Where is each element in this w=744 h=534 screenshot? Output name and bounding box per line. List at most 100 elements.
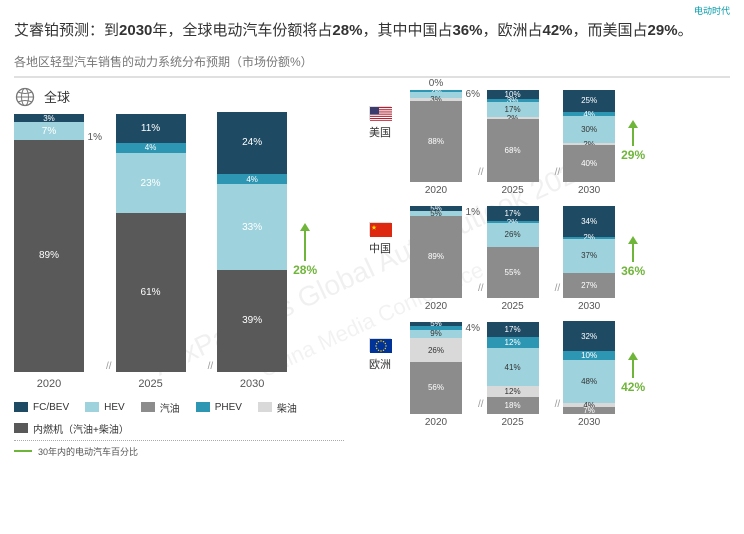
- legend-swatch: [258, 402, 272, 412]
- legend-label: 柴油: [277, 400, 297, 415]
- legend-label: PHEV: [215, 402, 242, 413]
- growth-arrow: 29%: [621, 120, 645, 162]
- bar-column: 27%37%2%34% 2030: [563, 206, 615, 312]
- legend-item: PHEV: [196, 400, 242, 415]
- headline-prefix: 艾睿铂预测：到: [14, 22, 119, 39]
- bar-column: 88%3%2%6%0% 2020: [410, 90, 462, 196]
- arrow-stem: [632, 128, 634, 146]
- segment-gasoline: 88%: [410, 101, 462, 182]
- growth-value: 42%: [621, 380, 645, 394]
- bar-column: 39%33%4%24%2030: [217, 112, 287, 390]
- stacked-bar: 40%2%30%4%25%: [563, 90, 615, 182]
- segment-hev: 23%: [116, 153, 186, 213]
- headline-us-pct: 29%: [648, 22, 678, 39]
- callout-label: 1%: [88, 132, 102, 143]
- year-label: 2025: [501, 301, 523, 312]
- region-header: 欧洲: [350, 318, 410, 428]
- segment-ice_combined: 89%: [14, 140, 84, 371]
- segment-gasoline: 7%: [563, 407, 615, 413]
- segment-gasoline: 18%: [487, 397, 539, 414]
- headline-after-global: ，其中中国占: [362, 22, 452, 39]
- bar-column: 40%2%30%4%25% 2030: [563, 90, 615, 196]
- year-label: 2030: [240, 378, 264, 390]
- growth-value: 29%: [621, 148, 645, 162]
- legend-footnote-text: 30年内的电动汽车百分比: [38, 445, 138, 458]
- segment-hev: 33%: [217, 184, 287, 270]
- arrow-up-icon: [628, 120, 638, 128]
- segment-fc_bev: 24%: [217, 112, 287, 174]
- segment-gasoline: 68%: [487, 119, 539, 182]
- callout-label: 6%: [466, 89, 480, 100]
- segment-fc_bev: 17%: [487, 322, 539, 338]
- stacked-bar: 89%7%3%1%: [14, 112, 84, 372]
- us-flag-icon: [369, 106, 391, 120]
- bar-column: 7%4%48%10%32%2030: [563, 322, 615, 428]
- axis-break-icon: //: [478, 399, 484, 428]
- segment-hev: 48%: [563, 360, 615, 404]
- global-header: 全球: [14, 86, 344, 108]
- global-label: 全球: [44, 87, 70, 106]
- bar-column: 56%26%9%5%4%2020: [410, 322, 462, 428]
- headline-europe-pct: 42%: [543, 22, 573, 39]
- legend-swatch: [196, 402, 210, 412]
- growth-value: 36%: [621, 264, 645, 278]
- region-chart: 88%3%2%6%0%2020//68%2%17%3%10%2025//40%2…: [410, 86, 730, 196]
- arrow-up-icon: [628, 352, 638, 360]
- global-chart: 89%7%3%1%2020//61%23%4%11%2025//39%33%4%…: [14, 110, 344, 390]
- callout-label: 1%: [466, 207, 480, 218]
- year-label: 2030: [578, 301, 600, 312]
- year-label: 2025: [501, 185, 523, 196]
- stacked-bar: 68%2%17%3%10%: [487, 90, 539, 182]
- arrow-stem: [632, 360, 634, 378]
- region-label: 美国: [369, 124, 391, 140]
- headline-suffix: 。: [678, 22, 693, 39]
- bar-column: 89%7%3%1% 2020: [14, 112, 84, 390]
- legend-swatch: [85, 402, 99, 412]
- region-chart: 56%26%9%5%4%2020//18%12%41%12%17%2025//7…: [410, 318, 730, 428]
- global-panel: 全球 89%7%3%1%2020//61%23%4%11%2025//39%33…: [14, 86, 344, 458]
- headline-after-china: ，欧洲占: [482, 22, 542, 39]
- region-header: 美国: [350, 86, 410, 196]
- arrow-stem: [632, 244, 634, 262]
- region-cn: 中国89%5%5%1%2020//55%26%2%17%2025//27%37%…: [350, 202, 730, 312]
- year-label: 2025: [501, 417, 523, 428]
- legend-item: FC/BEV: [14, 400, 69, 415]
- axis-break-icon: //: [106, 361, 112, 390]
- growth-arrow: 36%: [621, 236, 645, 278]
- headline-year: 2030: [119, 22, 152, 39]
- arrow-up-icon: [300, 223, 310, 231]
- stacked-bar: 88%3%2%6%0%: [410, 90, 462, 182]
- stacked-bar: 27%37%2%34%: [563, 206, 615, 298]
- axis-break-icon: //: [208, 361, 214, 390]
- segment-gasoline: 56%: [410, 362, 462, 414]
- axis-break-icon: //: [478, 283, 484, 312]
- growth-value: 28%: [293, 263, 317, 277]
- year-label: 2030: [578, 185, 600, 196]
- year-label: 2020: [425, 185, 447, 196]
- arrow-stem: [304, 231, 306, 261]
- year-label: 2020: [37, 378, 61, 390]
- region-us: 美国88%3%2%6%0%2020//68%2%17%3%10%2025//40…: [350, 86, 730, 196]
- legend-item: 柴油: [258, 400, 297, 415]
- year-label: 2030: [578, 417, 600, 428]
- segment-hev: 26%: [487, 223, 539, 247]
- axis-break-icon: //: [555, 167, 561, 196]
- stacked-bar: 61%23%4%11%: [116, 112, 186, 372]
- segment-fc_bev: 11%: [116, 114, 186, 143]
- bar-column: 55%26%2%17%2025: [487, 206, 539, 312]
- legend: FC/BEVHEV汽油PHEV柴油内燃机（汽油+柴油）: [14, 400, 344, 441]
- eu-flag-icon: [369, 338, 391, 352]
- globe-icon: [14, 86, 36, 108]
- stacked-bar: 18%12%41%12%17%: [487, 322, 539, 414]
- headline-global-pct: 28%: [332, 22, 362, 39]
- callout-label: 4%: [466, 323, 480, 334]
- segment-hev: 9%: [410, 330, 462, 338]
- legend-label: 内燃机（汽油+柴油）: [33, 421, 129, 436]
- segment-phev: 4%: [116, 143, 186, 153]
- growth-line-icon: [14, 450, 32, 452]
- region-chart: 89%5%5%1%2020//55%26%2%17%2025//27%37%2%…: [410, 202, 730, 312]
- segment-gasoline: 55%: [487, 247, 539, 298]
- legend-swatch: [14, 402, 28, 412]
- headline-china-pct: 36%: [452, 22, 482, 39]
- callout-label: 0%: [429, 78, 443, 89]
